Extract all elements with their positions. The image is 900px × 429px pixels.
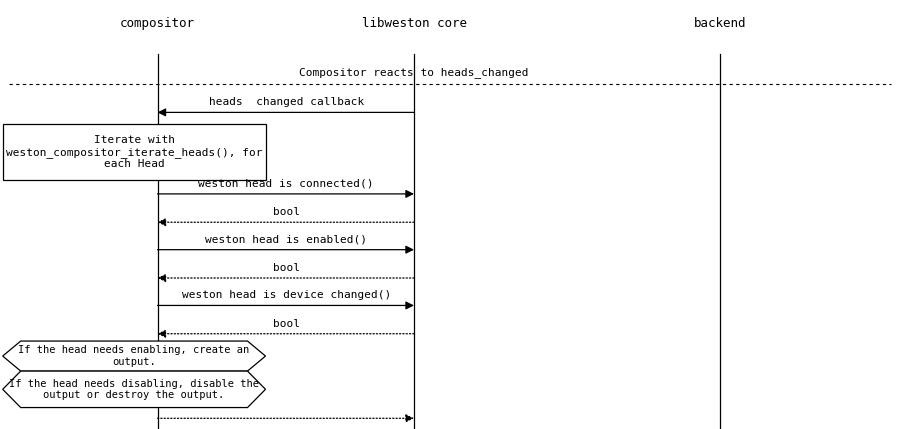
Text: bool: bool — [273, 207, 300, 217]
Text: Iterate with
weston_compositor_iterate_heads(), for
each Head: Iterate with weston_compositor_iterate_h… — [5, 135, 263, 169]
Polygon shape — [3, 371, 266, 408]
Text: bool: bool — [273, 319, 300, 329]
Text: weston head is device changed(): weston head is device changed() — [182, 290, 391, 300]
Text: weston head is enabled(): weston head is enabled() — [205, 235, 367, 245]
Text: bool: bool — [273, 263, 300, 273]
Bar — [3, 124, 266, 180]
Text: weston head is connected(): weston head is connected() — [198, 179, 374, 189]
Polygon shape — [3, 341, 266, 371]
Text: If the head needs enabling, create an
output.: If the head needs enabling, create an ou… — [19, 345, 249, 367]
Text: libweston core: libweston core — [362, 17, 466, 30]
Text: If the head needs disabling, disable the
output or destroy the output.: If the head needs disabling, disable the… — [9, 378, 259, 400]
Text: compositor: compositor — [120, 17, 195, 30]
Text: heads  changed callback: heads changed callback — [209, 97, 364, 107]
Text: backend: backend — [694, 17, 746, 30]
Text: Compositor reacts to heads_changed: Compositor reacts to heads_changed — [299, 67, 529, 78]
